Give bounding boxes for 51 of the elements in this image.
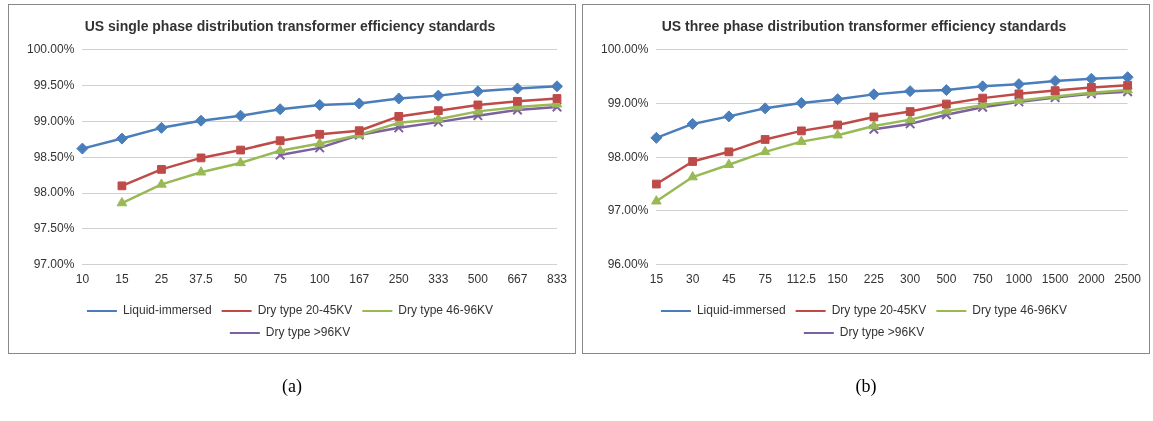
- x-tick-label: 30: [685, 272, 700, 287]
- chart-title: US single phase distribution transformer efficiency standards: [84, 18, 496, 35]
- x-tick-label: 10: [75, 272, 90, 287]
- text: (b): [854, 376, 878, 397]
- y-tick-label: 98.00%: [33, 185, 75, 200]
- legend-label: Liquid-immersed: [122, 303, 212, 318]
- y-tick-label: 98.50%: [33, 149, 75, 164]
- y-tick-label: 97.50%: [33, 221, 75, 236]
- y-tick-label: 100.00%: [601, 42, 649, 57]
- x-tick-label: 50: [233, 272, 248, 287]
- x-tick-label: 500: [467, 272, 489, 287]
- x-tick-label: 167: [349, 272, 370, 287]
- x-tick-label: 112.5: [786, 272, 817, 287]
- y-tick-label: 100.00%: [27, 42, 75, 57]
- y-tick-label: 97.00%: [33, 256, 75, 271]
- x-tick-label: 500: [936, 272, 957, 287]
- legend-label: Dry type 20-45KV: [831, 303, 927, 318]
- x-tick-label: 2000: [1078, 272, 1106, 287]
- x-tick-label: 1000: [1005, 272, 1033, 287]
- x-tick-label: 2500: [1114, 272, 1142, 287]
- x-tick-label: 15: [115, 272, 129, 287]
- x-tick-label: 333: [428, 272, 449, 287]
- x-tick-label: 667: [507, 272, 528, 287]
- x-tick-label: 225: [863, 272, 885, 287]
- x-tick-label: 25: [154, 272, 169, 287]
- x-tick-label: 150: [827, 272, 848, 287]
- x-tick-label: 750: [972, 272, 993, 287]
- x-tick-label: 75: [273, 272, 288, 287]
- x-tick-label: 250: [388, 272, 410, 287]
- y-tick-label: 99.00%: [33, 113, 75, 128]
- x-tick-label: 1500: [1041, 272, 1069, 287]
- y-tick-label: 97.00%: [607, 203, 649, 218]
- text: (a): [281, 376, 303, 397]
- x-tick-label: 15: [649, 272, 664, 287]
- x-tick-label: 300: [900, 272, 921, 287]
- x-tick-label: 100: [309, 272, 331, 287]
- x-tick-label: 45: [722, 272, 736, 287]
- chart-title: US three phase distribution transformer efficiency standards: [661, 18, 1067, 35]
- legend-label: Dry type 46-96KV: [398, 303, 494, 318]
- x-tick-label: 37.5: [189, 272, 214, 287]
- y-tick-label: 98.00%: [607, 149, 649, 164]
- x-tick-label: 833: [546, 272, 568, 287]
- legend-label: Dry type >96KV: [839, 325, 925, 340]
- legend-label: Dry type 20-45KV: [257, 303, 353, 318]
- y-tick-label: 99.50%: [33, 77, 75, 92]
- legend-label: Liquid-immersed: [696, 303, 786, 318]
- y-tick-label: 96.00%: [607, 256, 649, 271]
- legend-label: Dry type 46-96KV: [972, 303, 1068, 318]
- y-tick-label: 99.00%: [607, 95, 649, 110]
- legend-label: Dry type >96KV: [265, 325, 351, 340]
- x-tick-label: 75: [758, 272, 773, 287]
